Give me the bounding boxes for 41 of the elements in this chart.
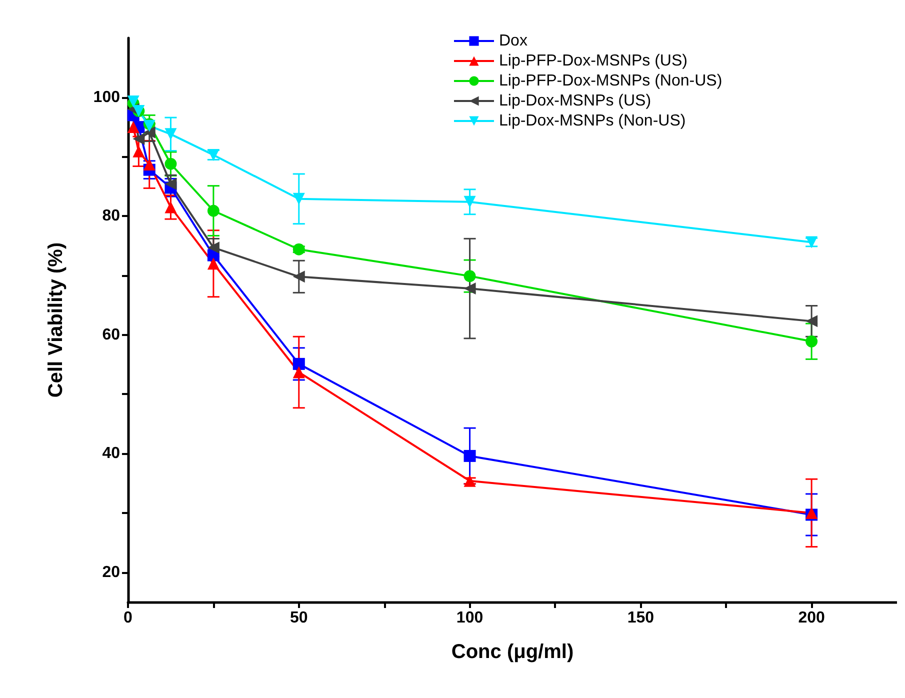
x-tick-label: 50 (290, 610, 308, 626)
x-tick-label: 200 (798, 610, 825, 626)
legend-label: Lip-Dox-MSNPs (US) (499, 92, 652, 110)
legend-label: Lip-PFP-Dox-MSNPs (Non-US) (499, 72, 722, 90)
point (164, 178, 177, 190)
point (806, 315, 818, 328)
point (207, 242, 220, 254)
x-axis-title: Conc (μg/ml) (451, 641, 574, 663)
point (207, 204, 220, 217)
point (464, 270, 476, 282)
legend-label: Lip-Dox-MSNPs (Non-US) (499, 112, 686, 130)
point (127, 121, 140, 134)
point (292, 366, 305, 378)
point (164, 158, 177, 170)
point (292, 358, 305, 370)
y-axis-title: Cell Viability (%) (45, 242, 67, 398)
y-tick-label: 80 (102, 208, 120, 225)
y-tick-label: 60 (102, 326, 120, 344)
point (292, 270, 305, 283)
point (164, 201, 177, 214)
y-tick-label: 20 (102, 564, 120, 581)
legend-label: Dox (499, 32, 528, 50)
point (143, 158, 156, 170)
point (464, 474, 476, 487)
x-tick-label: 100 (456, 610, 484, 626)
y-tick-label: 100 (93, 88, 120, 106)
point (143, 126, 156, 138)
x-tick-label: 150 (627, 610, 654, 626)
point (132, 132, 145, 145)
point (464, 282, 476, 295)
point (292, 243, 305, 256)
point (164, 128, 177, 140)
x-tick-label: 0 (124, 610, 133, 626)
point (464, 196, 476, 208)
point (292, 192, 305, 205)
point (806, 335, 818, 348)
point (464, 450, 476, 462)
legend-label: Lip-PFP-Dox-MSNPs (US) (499, 52, 688, 70)
y-tick-label: 40 (102, 445, 120, 462)
point (207, 258, 220, 270)
point (132, 145, 145, 158)
